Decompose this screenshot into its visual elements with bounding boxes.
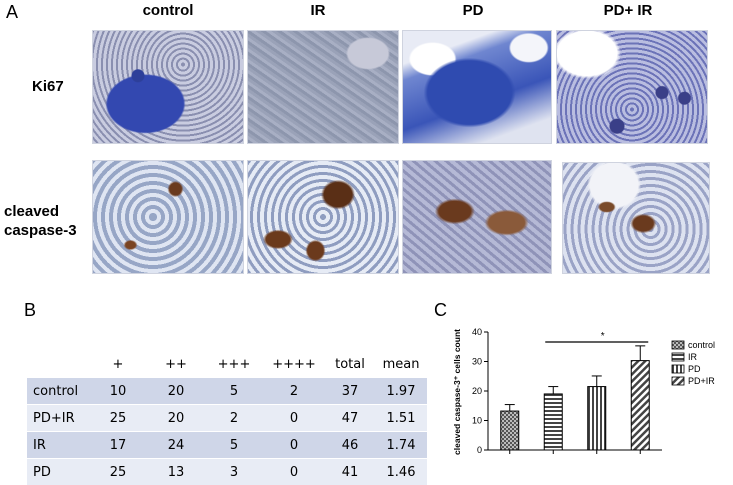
table-cell: 3 xyxy=(205,459,263,485)
caspase-bar-chart: cleaved caspase-3⁺ cells count 0 10 20 30 40… xyxy=(440,310,730,464)
table-header-cell: +++ xyxy=(205,352,263,378)
table-cell: 13 xyxy=(147,459,205,485)
ki67-pd-ir-micrograph xyxy=(556,30,708,144)
legend-swatch xyxy=(672,341,684,349)
caspase-control-micrograph xyxy=(92,160,244,274)
bar-pd xyxy=(588,387,606,450)
legend-swatch xyxy=(672,377,684,385)
table-cell: 0 xyxy=(263,405,325,432)
caspase-pd-ir-micrograph xyxy=(562,162,710,274)
legend-label: control xyxy=(688,340,715,350)
table-row: PD+IR 25 20 2 0 47 1.51 xyxy=(27,405,427,432)
table-cell: 2 xyxy=(205,405,263,432)
table-cell: PD+IR xyxy=(27,405,89,432)
score-table: + ++ +++ ++++ total mean control 10 20 5… xyxy=(27,352,427,485)
column-header-ir: IR xyxy=(243,2,393,19)
chart-legend: control IR PD PD+IR xyxy=(672,340,715,386)
y-tick-label: 40 xyxy=(472,327,482,337)
table-cell: PD xyxy=(27,459,89,485)
table-cell: 46 xyxy=(325,432,375,459)
table-cell: 20 xyxy=(147,405,205,432)
table-cell: 10 xyxy=(89,378,147,405)
table-cell: 1.51 xyxy=(375,405,427,432)
table-header-cell xyxy=(27,352,89,378)
y-tick-label: 10 xyxy=(472,416,482,426)
y-tick-label: 20 xyxy=(472,386,482,396)
ki67-control-micrograph xyxy=(92,30,244,144)
table-cell: 1.74 xyxy=(375,432,427,459)
legend-label: PD+IR xyxy=(688,376,715,386)
table-cell: 0 xyxy=(263,459,325,485)
table-cell: 41 xyxy=(325,459,375,485)
table-cell: 2 xyxy=(263,378,325,405)
table-cell: 37 xyxy=(325,378,375,405)
table-cell: 1.97 xyxy=(375,378,427,405)
table-cell: 5 xyxy=(205,378,263,405)
y-tick-label: 0 xyxy=(477,445,482,455)
table-cell: 17 xyxy=(89,432,147,459)
table-row: IR 17 24 5 0 46 1.74 xyxy=(27,432,427,459)
column-header-pd: PD xyxy=(398,2,548,19)
table-header-cell: ++ xyxy=(147,352,205,378)
table-header-cell: mean xyxy=(375,352,427,378)
caspase-ir-micrograph xyxy=(247,160,399,274)
ki67-pd-micrograph xyxy=(402,30,552,144)
table-cell: IR xyxy=(27,432,89,459)
bar-pd-ir xyxy=(631,361,649,450)
chart-bars: * xyxy=(501,331,650,450)
table-cell: control xyxy=(27,378,89,405)
table-header-cell: total xyxy=(325,352,375,378)
column-header-control: control xyxy=(93,2,243,19)
row-header-ki67: Ki67 xyxy=(32,77,64,96)
table-cell: 1.46 xyxy=(375,459,427,485)
bar-control xyxy=(501,411,519,450)
significance-label: * xyxy=(601,331,605,342)
table-header-cell: + xyxy=(89,352,147,378)
ki67-ir-micrograph xyxy=(247,30,399,144)
legend-swatch xyxy=(672,365,684,373)
table-cell: 25 xyxy=(89,405,147,432)
table-row: control 10 20 5 2 37 1.97 xyxy=(27,378,427,405)
y-axis-label: cleaved caspase-3⁺ cells count xyxy=(452,329,462,455)
table-row: PD 25 13 3 0 41 1.46 xyxy=(27,459,427,485)
table-header-cell: ++++ xyxy=(263,352,325,378)
column-header-pd-ir: PD+ IR xyxy=(553,2,703,19)
panel-b-letter: B xyxy=(24,300,36,321)
y-tick-label: 30 xyxy=(472,357,482,367)
panel-a-letter: A xyxy=(6,2,18,23)
table-cell: 25 xyxy=(89,459,147,485)
table-cell: 47 xyxy=(325,405,375,432)
table-header-row: + ++ +++ ++++ total mean xyxy=(27,352,427,378)
bar-ir xyxy=(544,394,562,450)
legend-label: IR xyxy=(688,352,698,362)
legend-label: PD xyxy=(688,364,701,374)
caspase-pd-micrograph xyxy=(402,160,552,274)
table-cell: 5 xyxy=(205,432,263,459)
table-cell: 0 xyxy=(263,432,325,459)
table-cell: 24 xyxy=(147,432,205,459)
legend-swatch xyxy=(672,353,684,361)
row-header-cleaved-caspase-3: cleaved caspase-3 xyxy=(4,202,84,240)
table-cell: 20 xyxy=(147,378,205,405)
